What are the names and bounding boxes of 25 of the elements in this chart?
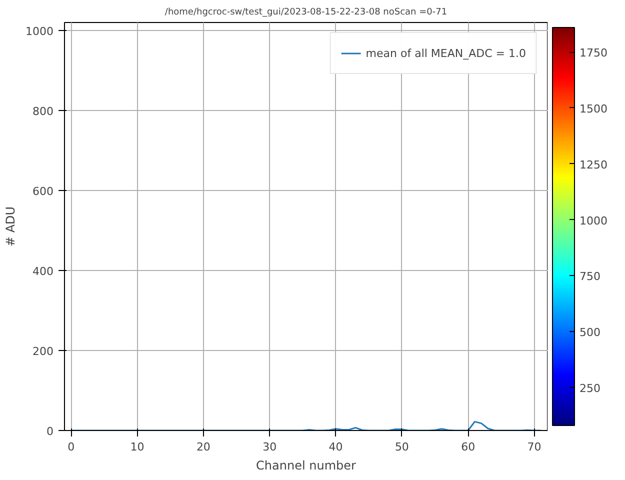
y-tick-label: 600: [32, 185, 54, 198]
y-tick-label: 200: [32, 345, 54, 358]
legend-label: mean of all MEAN_ADC = 1.0: [366, 46, 526, 60]
x-tick-label: 60: [461, 440, 476, 454]
y-tick-label: 1000: [26, 25, 54, 38]
x-tick-label: 40: [328, 440, 343, 454]
chart-title: /home/hgcroc-sw/test_gui/2023-08-15-22-23-08 noScan =0-71: [164, 8, 448, 18]
x-tick-label: 10: [130, 440, 144, 454]
y-tick-label: 0: [46, 425, 54, 438]
y-tick-label: 400: [32, 265, 54, 278]
x-tick-label: 30: [262, 440, 277, 454]
x-tick-label: 0: [68, 440, 75, 454]
color-bar-label: 1500: [580, 102, 608, 116]
y-tick-label: 800: [32, 105, 54, 118]
color-bar-label: 500: [580, 326, 600, 340]
x-axis-title: Channel number: [256, 458, 356, 472]
x-tick-label: 50: [394, 440, 409, 454]
x-tick-label: 70: [527, 440, 542, 454]
color-bar-label: 750: [580, 270, 600, 284]
color-bar-label: 1000: [580, 214, 608, 228]
color-bar-label: 1750: [580, 46, 608, 60]
x-tick-label: 20: [196, 440, 210, 454]
color-bar-label: 250: [580, 382, 600, 395]
y-axis-title: # ADU: [4, 206, 18, 247]
color-bar-label: 1250: [580, 158, 608, 172]
